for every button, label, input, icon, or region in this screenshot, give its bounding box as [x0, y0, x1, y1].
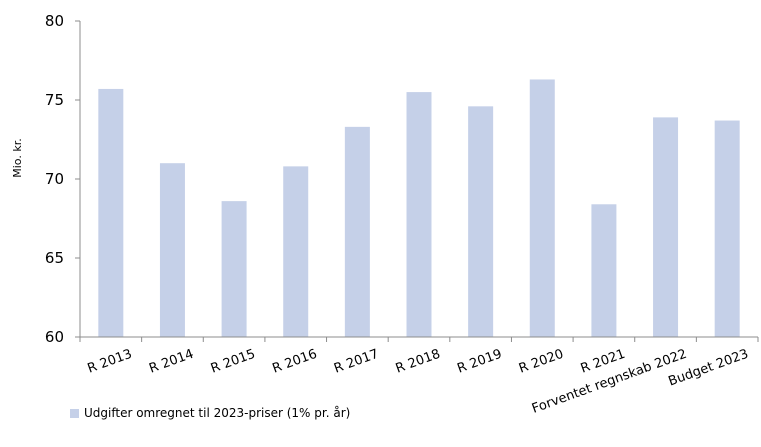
y-tick-label: 80 — [45, 12, 64, 30]
x-tick-label: R 2016 — [271, 347, 320, 377]
y-tick-label: 75 — [45, 91, 64, 109]
x-tick-label: R 2019 — [455, 347, 504, 377]
bar — [529, 79, 555, 338]
bar — [344, 126, 370, 337]
bar — [221, 201, 247, 337]
y-tick-label: 60 — [45, 328, 64, 346]
y-axis: 60 65 70 75 80 — [45, 12, 81, 346]
bar — [653, 117, 679, 337]
x-tick-label: R 2020 — [517, 347, 566, 377]
bar — [283, 166, 309, 337]
bar — [714, 120, 740, 337]
bars — [98, 79, 740, 338]
x-tick-label: R 2014 — [147, 347, 196, 377]
bar — [159, 163, 185, 337]
legend: Udgifter omregnet til 2023-priser (1% pr… — [70, 406, 350, 420]
legend-swatch — [70, 408, 79, 418]
y-tick-label: 65 — [45, 249, 64, 267]
x-tick-label: R 2017 — [332, 347, 381, 377]
bar — [98, 88, 124, 337]
y-axis-label: Mio. kr. — [11, 138, 24, 177]
x-axis: R 2013 R 2014 R 2015 R 2016 R 2017 R 2018 R 20… — [79, 336, 759, 417]
x-tick-label: R 2018 — [394, 347, 443, 377]
bar — [406, 92, 432, 337]
legend-label: Udgifter omregnet til 2023-priser (1% pr… — [84, 406, 351, 420]
y-tick-label: 70 — [45, 170, 64, 188]
bar — [468, 106, 494, 337]
x-tick-label: R 2015 — [209, 347, 258, 377]
bar — [591, 204, 617, 337]
x-tick-label: R 2013 — [86, 347, 135, 377]
